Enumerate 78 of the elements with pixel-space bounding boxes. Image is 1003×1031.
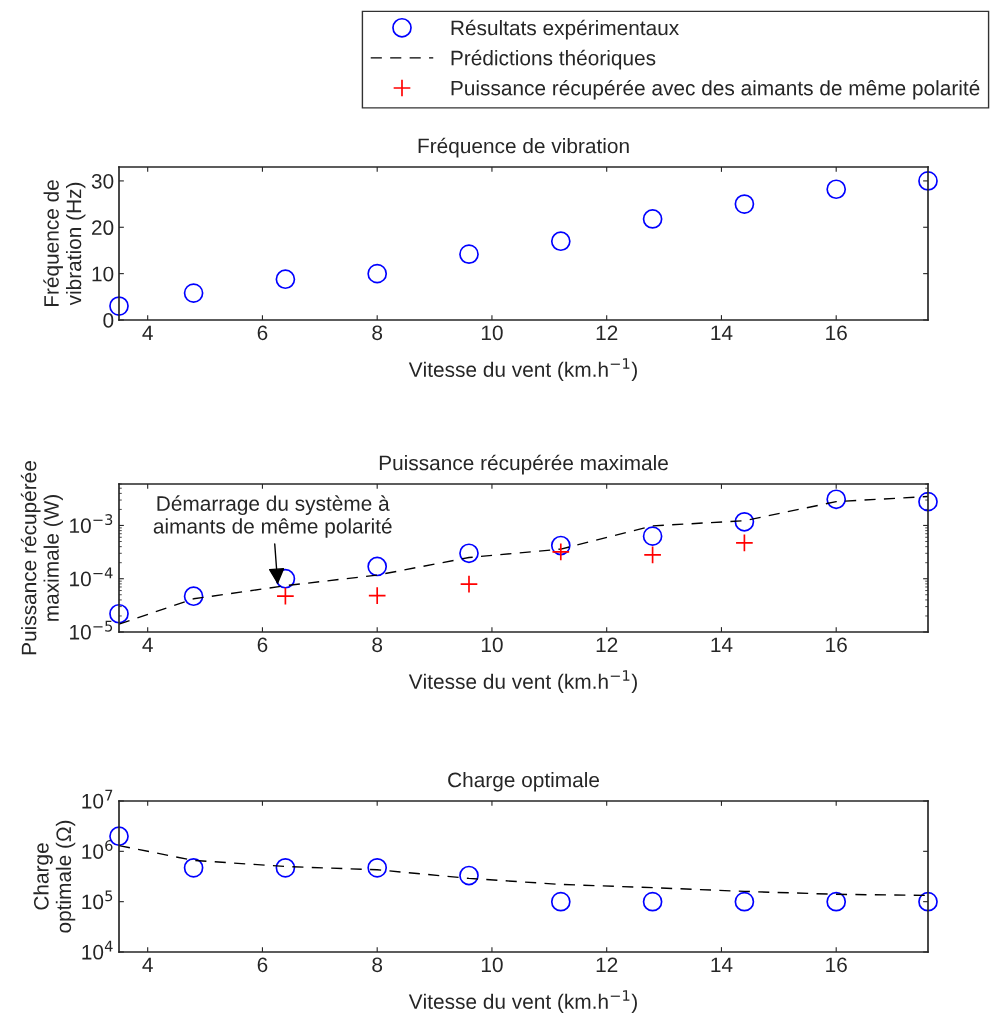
point — [918, 891, 938, 912]
point — [551, 542, 570, 561]
point — [368, 586, 387, 605]
point — [275, 857, 296, 878]
point — [826, 489, 847, 510]
x-tick-label: 16 — [826, 957, 847, 973]
point — [734, 891, 755, 912]
y-axis-title: Fréquence de vibration (Hz) — [43, 180, 86, 307]
point — [642, 209, 663, 229]
legend-label: Prédictions théoriques — [451, 49, 656, 70]
x-tick-label: 6 — [257, 957, 268, 973]
point — [459, 865, 479, 886]
x-tick-label: 4 — [142, 957, 153, 972]
x-tick-label: 16 — [826, 637, 847, 653]
point — [734, 511, 755, 532]
point — [367, 857, 388, 878]
y-tick-label: 10$^{−4}$ — [70, 567, 113, 587]
x-tick-label: 4 — [142, 637, 153, 652]
y-tick-label: 10$^{−5}$ — [70, 620, 113, 640]
point — [183, 283, 204, 303]
x-tick-label: 10 — [481, 325, 503, 341]
point — [734, 194, 755, 214]
point — [275, 269, 296, 290]
x-tick-label: 12 — [596, 957, 618, 972]
legend-label: Puissance récupérée avec des aimants de même polarité — [451, 79, 980, 100]
x-tick-label: 8 — [372, 325, 383, 341]
y-tick-label: 10 — [92, 266, 114, 282]
point — [183, 586, 204, 607]
point — [550, 891, 571, 912]
x-tick-label: 16 — [826, 325, 847, 341]
y-tick-label: 10$^{4}$ — [82, 940, 113, 960]
x-tick-label: 14 — [711, 637, 733, 652]
x-tick-label: 14 — [711, 325, 733, 340]
x-tick-label: 14 — [711, 957, 733, 972]
y-tick-label: 0 — [103, 313, 114, 328]
point — [367, 556, 388, 577]
x-axis-title: Vitesse du vent (km.h$^{−1}$) — [408, 990, 637, 1014]
point — [550, 231, 571, 252]
x-tick-label: 12 — [596, 325, 618, 340]
point — [642, 891, 663, 912]
point — [550, 535, 571, 556]
y-tick-label: 10$^{−3}$ — [70, 514, 113, 534]
point — [183, 857, 204, 878]
point — [826, 891, 847, 912]
point — [643, 545, 662, 565]
y-tick-label: 20 — [92, 220, 114, 236]
x-tick-label: 6 — [257, 325, 268, 341]
x-tick-label: 4 — [142, 325, 153, 340]
x-axis-title: Vitesse du vent (km.h$^{−1}$) — [408, 358, 637, 382]
point — [918, 491, 938, 512]
x-tick-label: 10 — [481, 957, 503, 973]
point — [276, 587, 295, 606]
annotation: Démarrage du système à aimants de même polarité — [153, 495, 392, 538]
x-tick-label: 6 — [257, 637, 268, 653]
y-tick-label: 30 — [91, 173, 114, 189]
point — [459, 575, 479, 594]
x-tick-label: 10 — [481, 637, 503, 653]
point — [826, 179, 847, 200]
point — [367, 263, 388, 284]
y-axis-title: Charge optimale (Ω) — [33, 820, 76, 933]
y-tick-label: 10$^{5}$ — [82, 890, 113, 910]
chart-title: Charge optimale — [448, 772, 600, 792]
chart-title: Puissance récupérée maximale — [379, 454, 668, 475]
y-tick-label: 10$^{7}$ — [82, 789, 113, 809]
point — [918, 171, 938, 191]
point — [735, 533, 754, 553]
y-axis-title: Puissance récupérée maximale (W) — [20, 461, 63, 655]
x-tick-label: 12 — [596, 637, 618, 652]
x-tick-label: 8 — [372, 637, 383, 653]
x-tick-label: 8 — [372, 957, 383, 973]
legend-label: Résultats expérimentaux — [451, 19, 679, 40]
point — [642, 526, 663, 547]
point — [459, 543, 479, 564]
point — [459, 244, 479, 265]
x-axis-title: Vitesse du vent (km.h$^{−1}$) — [408, 670, 637, 694]
y-tick-label: 10$^{6}$ — [82, 839, 113, 859]
chart-title: Fréquence de vibration — [418, 137, 629, 158]
point — [275, 568, 296, 589]
